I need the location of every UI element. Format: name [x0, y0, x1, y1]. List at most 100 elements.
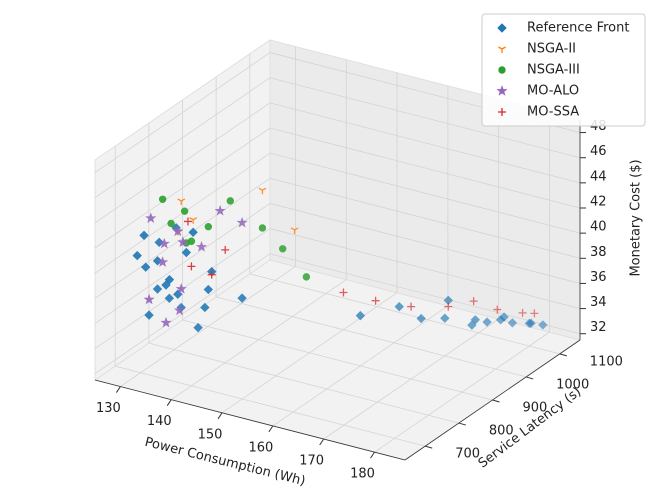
point [143, 293, 155, 305]
point [161, 280, 171, 290]
point [188, 227, 198, 238]
z-grid-line [94, 77, 271, 199]
y-tick-label: 700 [455, 447, 480, 462]
legend-label: Reference Front [527, 21, 629, 36]
z-grid-line [269, 228, 581, 309]
point [180, 207, 189, 215]
point [152, 284, 163, 294]
legend-marker [498, 108, 506, 116]
point [145, 212, 157, 223]
point [530, 309, 539, 318]
point [158, 195, 167, 203]
legend-marker [498, 66, 506, 74]
y-tick-label: 900 [523, 401, 548, 416]
point [207, 270, 216, 279]
x-tick-label: 130 [96, 401, 121, 416]
legend-label: NSGA-III [527, 63, 580, 78]
point [140, 262, 151, 272]
x-tick [166, 399, 172, 406]
z-tick-label: 44 [590, 169, 607, 184]
x-tick-label: 160 [248, 440, 273, 455]
point [493, 305, 502, 314]
x-tick-label: 140 [147, 414, 172, 429]
point [469, 297, 478, 306]
point [177, 236, 189, 248]
point [187, 262, 196, 271]
y-grid-line [148, 342, 459, 424]
x-axis-label: Power Consumption (Wh) [143, 435, 307, 489]
x-tick [217, 412, 223, 420]
y-tick-label: 1100 [590, 354, 623, 369]
point [181, 247, 192, 258]
z-grid-line [269, 102, 581, 184]
point [139, 230, 149, 241]
z-grid-line [269, 177, 581, 259]
z-grid-line [94, 102, 271, 224]
point [154, 237, 164, 248]
z-grid-line [269, 77, 581, 159]
z-tick-label: 32 [590, 320, 607, 335]
x-tick-label: 170 [299, 454, 324, 469]
x-tick-label: 180 [350, 467, 375, 482]
z-tick-label: 42 [590, 195, 607, 210]
y-grid-line [216, 296, 527, 378]
z-grid-line [269, 127, 581, 209]
x-tick [370, 451, 375, 459]
axis-line [94, 379, 406, 461]
point [258, 187, 267, 195]
legend: Reference Front NSGA-II NSGA-III MO-ALO MO-S… [496, 21, 629, 120]
z-tick-label: 38 [590, 245, 607, 260]
point [407, 302, 416, 311]
legend-label: NSGA-II [527, 42, 576, 57]
axis-line [404, 339, 581, 461]
point [144, 310, 154, 320]
z-tick-label: 46 [590, 144, 607, 159]
point [200, 302, 210, 313]
point [371, 296, 380, 305]
point [158, 237, 170, 249]
z-grid-line [269, 152, 581, 234]
y-grid-line [115, 365, 426, 447]
point [440, 313, 450, 323]
legend-box [481, 13, 646, 127]
point [237, 293, 247, 303]
point [302, 273, 311, 281]
point [214, 204, 226, 216]
point [183, 217, 192, 226]
point [177, 198, 186, 205]
y-tick-label: 1000 [556, 377, 589, 392]
point [152, 256, 163, 266]
y-grid-line [182, 319, 493, 401]
y-tick [559, 353, 567, 357]
z-tick-label: 40 [590, 220, 607, 235]
point [236, 216, 248, 228]
point [203, 284, 214, 295]
point [226, 197, 234, 205]
point [467, 320, 477, 330]
point [526, 318, 536, 328]
point [157, 256, 169, 267]
point [189, 217, 198, 224]
points [132, 187, 548, 333]
point [518, 308, 527, 317]
x-tick [268, 425, 274, 433]
point [290, 227, 299, 234]
point [538, 320, 548, 330]
y-tick [425, 445, 433, 449]
legend-marker [497, 23, 507, 33]
point [173, 304, 186, 316]
legend-marker [496, 85, 508, 96]
legend-marker [498, 46, 506, 53]
z-axis-label: Monetary Cost ($) [629, 159, 644, 276]
point [499, 312, 509, 322]
point [278, 245, 287, 253]
z-grid-line [269, 203, 581, 284]
legend-label: MO-ALO [527, 84, 579, 99]
z-tick-label: 36 [590, 270, 607, 285]
point [172, 225, 184, 237]
point [258, 224, 267, 232]
z-grid-line [94, 52, 271, 173]
point [221, 245, 230, 254]
